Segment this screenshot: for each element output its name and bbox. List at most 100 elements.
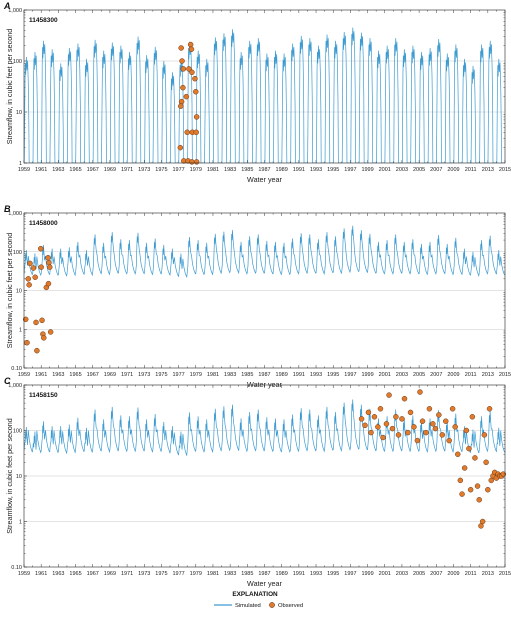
x-tick-label: 2003	[396, 167, 408, 173]
x-tick-label: 1959	[18, 372, 30, 378]
legend-observed-label: Observed	[278, 603, 303, 609]
x-tick-label: 1969	[104, 571, 116, 577]
x-tick-label: 2011	[465, 372, 477, 378]
x-tick-label: 2007	[430, 372, 442, 378]
observed-point	[192, 75, 198, 82]
x-tick-label: 1997	[344, 571, 356, 577]
x-tick-label: 2015	[499, 167, 511, 173]
plot-frame	[23, 9, 506, 164]
observed-point	[186, 66, 192, 72]
y-tick-label: 10	[16, 474, 22, 480]
x-tick-label: 1965	[69, 571, 81, 577]
observed-point	[479, 518, 486, 525]
x-tick-label: 1985	[241, 167, 253, 173]
observed-point	[449, 406, 456, 412]
observed-point	[24, 339, 30, 346]
observed-point	[455, 451, 461, 458]
x-tick-label: 1961	[35, 167, 47, 173]
observed-point	[443, 418, 449, 424]
x-tick-label: 1991	[293, 167, 305, 173]
y-axis-label: Streamflow, in cubic feet per second	[5, 233, 14, 348]
x-tick-label: 1981	[207, 372, 219, 378]
x-tick-label: 1979	[190, 167, 202, 173]
x-tick-label: 1997	[344, 167, 356, 173]
x-tick-label: 2015	[499, 571, 511, 577]
observed-point	[476, 497, 482, 503]
x-tick-label: 2013	[482, 372, 494, 378]
observed-point	[189, 69, 195, 76]
observed-point	[183, 93, 190, 100]
observed-point	[38, 264, 44, 270]
observed-point	[439, 432, 446, 438]
y-tick-label: 1	[19, 520, 22, 526]
x-tick-label: 2009	[447, 571, 459, 577]
x-tick-label: 1971	[121, 167, 133, 173]
observed-point	[34, 347, 40, 354]
observed-point	[179, 58, 185, 64]
observed-point	[463, 427, 470, 434]
observed-point	[426, 406, 433, 412]
x-tick-label: 1999	[361, 167, 373, 173]
y-tick-label: 100	[13, 429, 22, 435]
observed-point	[474, 483, 481, 489]
plot-frame	[23, 212, 506, 369]
observed-point	[30, 265, 37, 271]
x-tick-label: 1971	[121, 372, 133, 378]
x-axis-label: Water year	[247, 579, 282, 588]
observed-point	[461, 465, 468, 471]
observed-point	[365, 409, 372, 416]
observed-point	[177, 144, 184, 151]
x-tick-label: 2013	[482, 167, 494, 173]
observed-point	[386, 392, 392, 398]
x-tick-label: 1971	[121, 571, 133, 577]
x-tick-label: 1985	[241, 372, 253, 378]
x-tick-label: 1977	[172, 167, 184, 173]
x-tick-label: 1959	[18, 571, 30, 577]
x-tick-label: 1975	[155, 167, 167, 173]
y-tick-label: 100	[13, 250, 22, 256]
observed-point	[405, 429, 411, 436]
x-tick-label: 1959	[18, 167, 30, 173]
x-tick-label: 1965	[69, 167, 81, 173]
observed-point	[481, 432, 488, 438]
x-tick-label: 2001	[379, 571, 391, 577]
observed-point	[469, 414, 476, 420]
observed-point	[33, 319, 39, 326]
y-tick-label: 1	[19, 327, 22, 333]
x-tick-label: 1961	[35, 372, 47, 378]
y-tick-label: 1,000	[8, 383, 22, 389]
panel-letter: B	[4, 204, 11, 214]
observed-point	[368, 429, 374, 436]
observed-point	[407, 409, 414, 416]
x-tick-label: 1997	[344, 372, 356, 378]
x-tick-label: 2001	[379, 372, 391, 378]
observed-point	[41, 335, 47, 341]
observed-point	[401, 395, 408, 402]
y-tick-label: 1,000	[8, 211, 22, 217]
observed-point	[180, 84, 186, 91]
x-tick-label: 1981	[207, 571, 219, 577]
observed-point	[362, 422, 368, 429]
observed-point	[178, 103, 184, 109]
x-axis-label: Water year	[247, 175, 282, 184]
observed-point	[446, 437, 452, 444]
observed-point	[377, 406, 384, 412]
x-tick-label: 1977	[172, 372, 184, 378]
x-tick-label: 1967	[87, 372, 99, 378]
observed-point	[395, 432, 402, 438]
legend-title: EXPLANATION	[232, 591, 278, 598]
observed-point	[430, 421, 436, 427]
observed-point	[46, 260, 52, 266]
x-tick-label: 1967	[87, 571, 99, 577]
x-tick-label: 1999	[361, 372, 373, 378]
x-tick-label: 1995	[327, 167, 339, 173]
observed-point	[414, 437, 421, 444]
y-tick-label: 1	[19, 161, 22, 167]
x-tick-label: 2001	[379, 167, 391, 173]
simulated-series-line	[24, 399, 505, 456]
observed-point	[486, 406, 493, 412]
x-tick-label: 1979	[190, 372, 202, 378]
simulated-series-line	[24, 27, 505, 163]
x-tick-label: 1987	[258, 167, 270, 173]
y-tick-label: 10	[16, 110, 22, 116]
